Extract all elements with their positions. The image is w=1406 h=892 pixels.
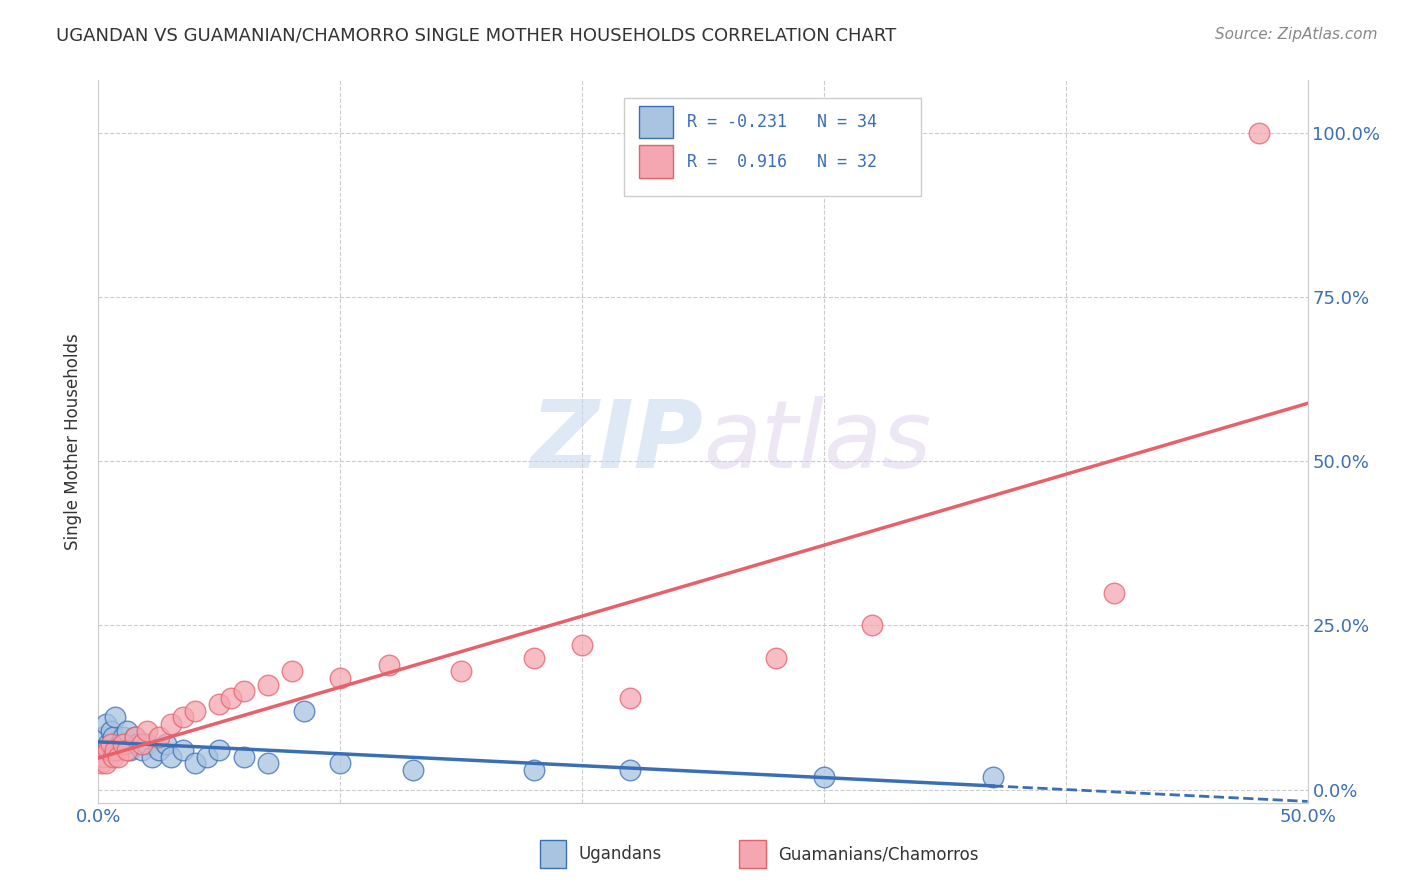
Point — [118, 743, 141, 757]
Point — [131, 737, 153, 751]
Text: R =  0.916   N = 32: R = 0.916 N = 32 — [688, 153, 877, 170]
Point — [377, 657, 399, 672]
Point — [172, 743, 194, 757]
Point — [232, 749, 254, 764]
Text: Guamanians/Chamorros: Guamanians/Chamorros — [778, 845, 979, 863]
Point — [765, 651, 787, 665]
Point — [101, 730, 124, 744]
Point — [1102, 585, 1125, 599]
Point — [256, 756, 278, 771]
Y-axis label: Single Mother Households: Single Mother Households — [65, 334, 83, 549]
Point — [172, 710, 194, 724]
Point — [114, 737, 136, 751]
FancyBboxPatch shape — [638, 145, 673, 178]
Point — [100, 723, 122, 738]
Point — [208, 743, 231, 757]
Point — [124, 730, 146, 744]
Point — [160, 717, 183, 731]
Point — [97, 737, 120, 751]
Point — [108, 737, 131, 751]
Point — [232, 684, 254, 698]
Text: UGANDAN VS GUAMANIAN/CHAMORRO SINGLE MOTHER HOUSEHOLDS CORRELATION CHART: UGANDAN VS GUAMANIAN/CHAMORRO SINGLE MOT… — [56, 27, 897, 45]
Point — [148, 743, 170, 757]
Point — [160, 749, 183, 764]
Point — [402, 763, 425, 777]
Point — [127, 737, 149, 751]
Point — [90, 756, 112, 771]
Point — [981, 770, 1004, 784]
Point — [523, 763, 546, 777]
FancyBboxPatch shape — [638, 105, 673, 138]
Point — [208, 698, 231, 712]
Point — [91, 730, 114, 744]
Point — [619, 690, 641, 705]
Point — [124, 730, 146, 744]
Point — [221, 690, 243, 705]
Point — [111, 730, 134, 744]
Point — [117, 743, 139, 757]
Point — [329, 756, 352, 771]
Point — [141, 749, 163, 764]
Point — [107, 743, 129, 757]
Text: atlas: atlas — [703, 396, 931, 487]
Point — [94, 756, 117, 771]
Point — [100, 737, 122, 751]
Point — [450, 665, 472, 679]
FancyBboxPatch shape — [540, 840, 567, 868]
Point — [111, 737, 134, 751]
Point — [619, 763, 641, 777]
Text: ZIP: ZIP — [530, 395, 703, 488]
Point — [523, 651, 546, 665]
Text: Ugandans: Ugandans — [578, 845, 662, 863]
Point — [135, 737, 157, 751]
Point — [90, 743, 112, 757]
Point — [104, 710, 127, 724]
Point — [117, 723, 139, 738]
Point — [292, 704, 315, 718]
Point — [329, 671, 352, 685]
Point — [195, 749, 218, 764]
FancyBboxPatch shape — [624, 98, 921, 196]
Point — [571, 638, 593, 652]
Point — [281, 665, 304, 679]
FancyBboxPatch shape — [740, 840, 766, 868]
Text: Source: ZipAtlas.com: Source: ZipAtlas.com — [1215, 27, 1378, 42]
Point — [256, 677, 278, 691]
Point — [97, 743, 120, 757]
Text: R = -0.231   N = 34: R = -0.231 N = 34 — [688, 112, 877, 131]
Point — [184, 756, 207, 771]
Point — [131, 743, 153, 757]
Point — [104, 743, 127, 757]
Point — [148, 730, 170, 744]
Point — [107, 749, 129, 764]
Point — [1249, 126, 1271, 140]
Point — [91, 749, 114, 764]
Point — [94, 717, 117, 731]
Point — [135, 723, 157, 738]
Point — [813, 770, 835, 784]
Point — [155, 737, 177, 751]
Point — [860, 618, 883, 632]
Point — [101, 749, 124, 764]
Point — [184, 704, 207, 718]
